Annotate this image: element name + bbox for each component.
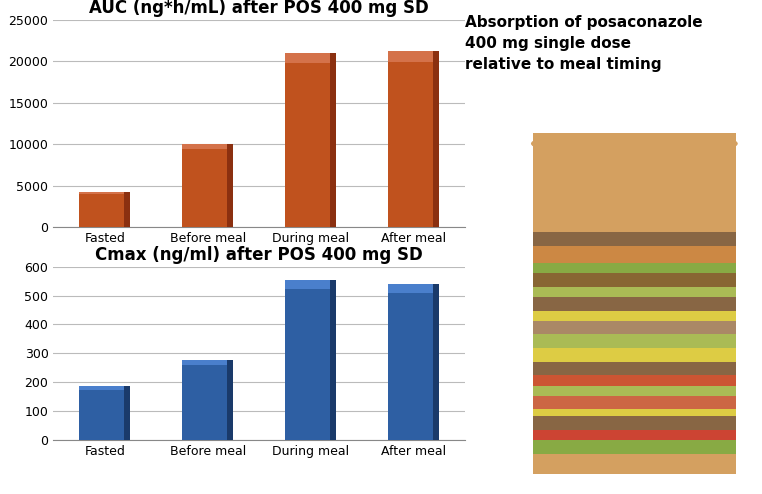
- Bar: [227, 361, 233, 440]
- Bar: [533, 232, 735, 246]
- Bar: [79, 192, 130, 227]
- Bar: [433, 284, 439, 440]
- Bar: [533, 311, 735, 321]
- Bar: [227, 144, 233, 227]
- Bar: [388, 51, 439, 62]
- Bar: [285, 280, 336, 440]
- Title: AUC (ng*h/mL) after POS 400 mg SD: AUC (ng*h/mL) after POS 400 mg SD: [89, 0, 429, 17]
- Bar: [433, 51, 439, 227]
- Bar: [533, 440, 735, 454]
- Bar: [388, 51, 439, 227]
- Bar: [79, 386, 130, 440]
- Bar: [533, 246, 735, 263]
- Bar: [182, 144, 233, 149]
- Bar: [533, 133, 735, 232]
- Bar: [533, 263, 735, 273]
- Bar: [124, 192, 130, 227]
- Bar: [533, 386, 735, 396]
- Bar: [533, 321, 735, 334]
- Bar: [330, 53, 336, 227]
- Ellipse shape: [531, 130, 738, 157]
- Bar: [533, 396, 735, 410]
- Bar: [182, 361, 233, 365]
- Bar: [533, 362, 735, 375]
- Bar: [533, 375, 735, 386]
- Bar: [533, 348, 735, 362]
- Bar: [79, 192, 130, 195]
- Bar: [533, 430, 735, 440]
- Bar: [533, 287, 735, 297]
- Bar: [388, 284, 439, 293]
- Bar: [79, 386, 130, 390]
- Bar: [533, 273, 735, 287]
- Bar: [533, 416, 735, 430]
- Bar: [533, 410, 735, 416]
- Bar: [533, 454, 735, 474]
- Title: Cmax (ng/ml) after POS 400 mg SD: Cmax (ng/ml) after POS 400 mg SD: [95, 246, 423, 264]
- Bar: [330, 280, 336, 440]
- Bar: [285, 53, 336, 227]
- Bar: [124, 386, 130, 440]
- Bar: [388, 284, 439, 440]
- Bar: [182, 361, 233, 440]
- Bar: [182, 144, 233, 227]
- Bar: [533, 334, 735, 348]
- Text: Absorption of posaconazole
400 mg single dose
relative to meal timing: Absorption of posaconazole 400 mg single…: [465, 15, 703, 72]
- Bar: [533, 297, 735, 311]
- Bar: [285, 53, 336, 63]
- Bar: [285, 280, 336, 289]
